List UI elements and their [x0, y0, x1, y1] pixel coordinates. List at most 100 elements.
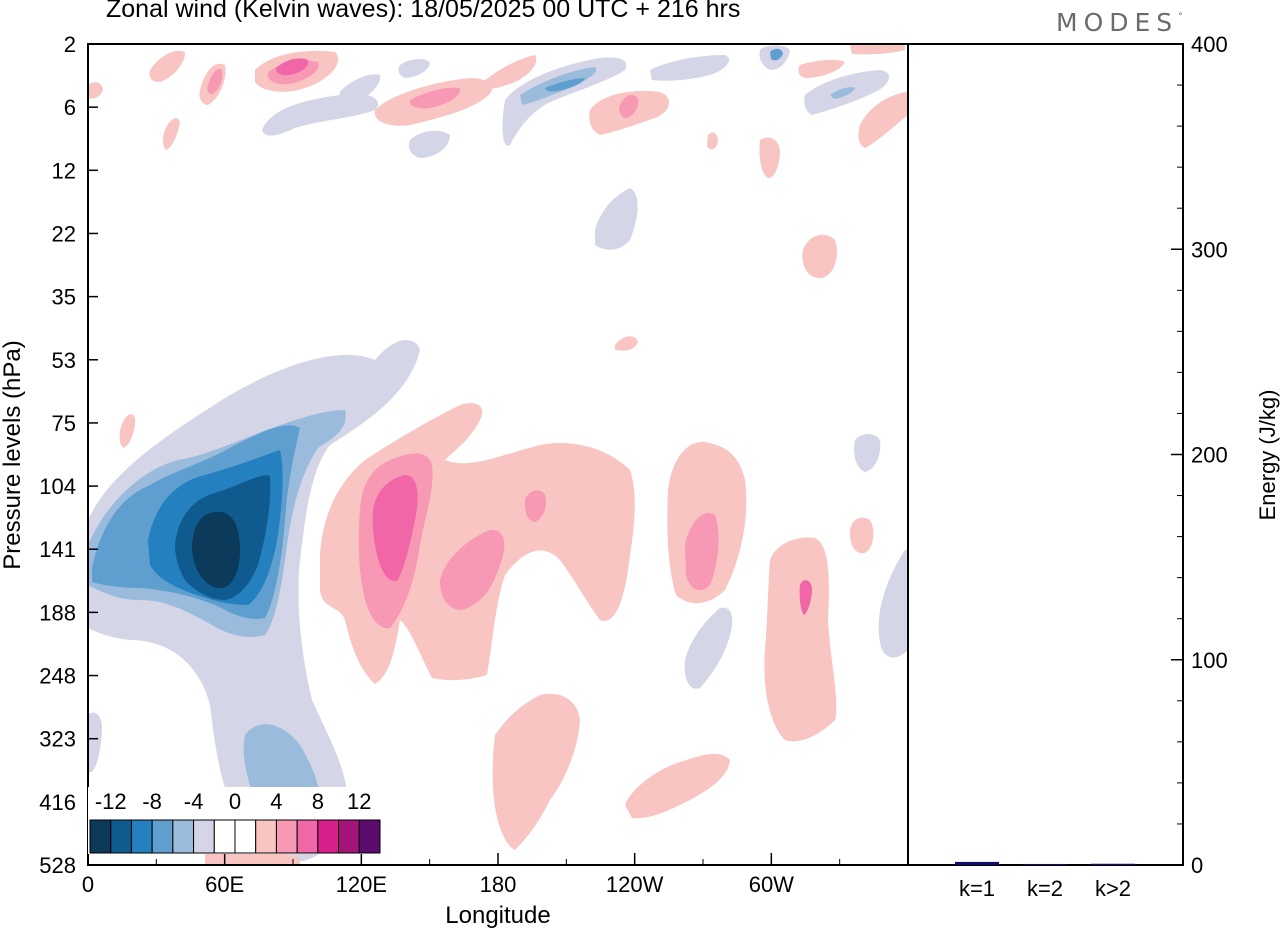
colorbar-swatch	[213, 819, 236, 854]
energy-tick-label: 400	[1191, 32, 1228, 57]
contour-pos-a4	[524, 490, 546, 522]
colorbar-swatch	[130, 819, 153, 854]
colorbar: -12 -8 -4 0 4 8 12	[88, 787, 382, 854]
colorbar-tick-label: 12	[347, 789, 371, 814]
energy-axis: 0 100 200 300 400	[1171, 32, 1228, 878]
y-axis: 2 6 12 22 35 53 75 104 141 188 248 323 416 528	[39, 32, 98, 878]
contour-strat-pos-6	[480, 55, 537, 89]
brand-name: MODES	[1056, 8, 1179, 37]
energy-tick-label: 0	[1191, 853, 1203, 878]
y-tick-label: 248	[39, 664, 76, 689]
contour-strat-neg-8	[408, 130, 450, 158]
y-tick-label: 323	[39, 727, 76, 752]
contour-pos-a5	[372, 475, 418, 581]
colorbar-swatch	[317, 819, 340, 854]
contour-strat-pos-14	[707, 132, 718, 150]
y-tick-label: 75	[52, 411, 76, 436]
contour-pos-b2	[685, 513, 719, 591]
colorbar-tick-label: -12	[95, 789, 127, 814]
contour-field	[88, 44, 908, 865]
contour-strat-neg-2c	[545, 78, 585, 92]
contour-strat-neg-11	[878, 550, 908, 658]
y-tick-label: 12	[52, 158, 76, 183]
x-tick-label: 60E	[205, 872, 244, 897]
contour-strat-neg-3	[595, 188, 638, 250]
contour-strat-neg-12	[88, 712, 102, 772]
contour-pos-e	[625, 753, 730, 819]
colorbar-swatch	[358, 819, 381, 854]
colorbar-swatch	[193, 819, 215, 854]
energy-bars: k=1 k=2 k>2	[955, 861, 1135, 901]
contour-pos-a3	[440, 529, 505, 610]
x-tick-label: 60W	[749, 872, 794, 897]
contour-neg-6	[192, 511, 240, 589]
contour-strat-neg-5b	[770, 48, 783, 61]
colorbar-swatch	[275, 819, 298, 854]
colorbar-swatch	[234, 819, 257, 854]
y-tick-label: 22	[52, 221, 76, 246]
x-tick-label: 120E	[336, 872, 387, 897]
contour-strat-pos-8	[759, 137, 780, 178]
colorbar-swatch	[110, 819, 132, 854]
energy-bar	[1023, 863, 1067, 865]
x-axis: 0 60E 120E 180 120W 60W	[82, 853, 841, 897]
y-tick-label: 35	[52, 285, 76, 310]
modes-logo: MODES°	[1056, 8, 1183, 37]
contour-strat-pos-9	[850, 44, 905, 55]
y-tick-label: 528	[39, 853, 76, 878]
contour-strat-neg-1	[262, 93, 379, 136]
energy-bar	[1091, 863, 1135, 865]
x-tick-label: 180	[480, 872, 517, 897]
colorbar-swatch	[296, 819, 319, 854]
contour-pos-h	[119, 414, 136, 448]
contour-strat-pos-4b	[619, 94, 639, 118]
colorbar-swatch	[172, 819, 195, 854]
y-tick-label: 104	[39, 474, 76, 499]
energy-tick-label: 300	[1191, 237, 1228, 262]
brand-mark: °	[1178, 12, 1183, 22]
x-tick-label: 0	[82, 872, 94, 897]
contour-strat-pos-11	[162, 118, 180, 150]
contour-strat-neg-13	[398, 59, 430, 78]
colorbar-swatch	[255, 819, 277, 854]
contour-strat-pos-3b	[207, 68, 223, 94]
contour-strat-pos-2b	[409, 87, 461, 109]
colorbar-tick-label: -4	[184, 789, 204, 814]
y-tick-label: 2	[64, 32, 76, 57]
y-tick-label: 141	[39, 537, 76, 562]
y-axis-label: Pressure levels (hPa)	[0, 340, 26, 569]
contour-pos-d	[492, 693, 580, 850]
contour-strat-neg-6	[650, 55, 730, 81]
energy-plot-frame	[907, 43, 1184, 866]
energy-axis-label: Energy (J/kg)	[1255, 390, 1280, 521]
contour-strat-neg-10	[684, 607, 733, 689]
contour-strat-neg-2	[502, 57, 627, 146]
contour-strat-pos-13	[798, 59, 845, 78]
contour-strat-pos-1c	[275, 58, 309, 76]
contour-strat-pos-5	[149, 50, 185, 82]
colorbar-swatch	[338, 819, 360, 854]
energy-tick-label: 100	[1191, 648, 1228, 673]
y-tick-label: 188	[39, 600, 76, 625]
chart-title: Zonal wind (Kelvin waves): 18/05/2025 00…	[106, 0, 741, 23]
contour-strat-pos-10	[88, 82, 103, 99]
contour-strat-neg-7	[339, 74, 381, 104]
colorbar-swatch	[89, 819, 112, 854]
colorbar-tick-label: 8	[312, 789, 324, 814]
contour-strat-neg-9	[854, 434, 881, 472]
contour-pos-f	[802, 234, 837, 279]
colorbar-tick-label: 4	[270, 789, 282, 814]
y-tick-label: 416	[39, 790, 76, 815]
contour-pos-g	[849, 517, 874, 554]
energy-category-label: k>2	[1095, 876, 1131, 901]
colorbar-tick-label: 0	[229, 789, 241, 814]
contour-strat-pos-12	[615, 336, 638, 351]
contour-pos-c	[764, 537, 837, 742]
contour-pos-c2	[799, 580, 812, 615]
colorbar-swatch	[151, 819, 174, 854]
energy-category-label: k=1	[959, 876, 995, 901]
x-tick-label: 120W	[606, 872, 664, 897]
contour-strat-neg-4b	[830, 87, 855, 99]
energy-tick-label: 200	[1191, 443, 1228, 468]
